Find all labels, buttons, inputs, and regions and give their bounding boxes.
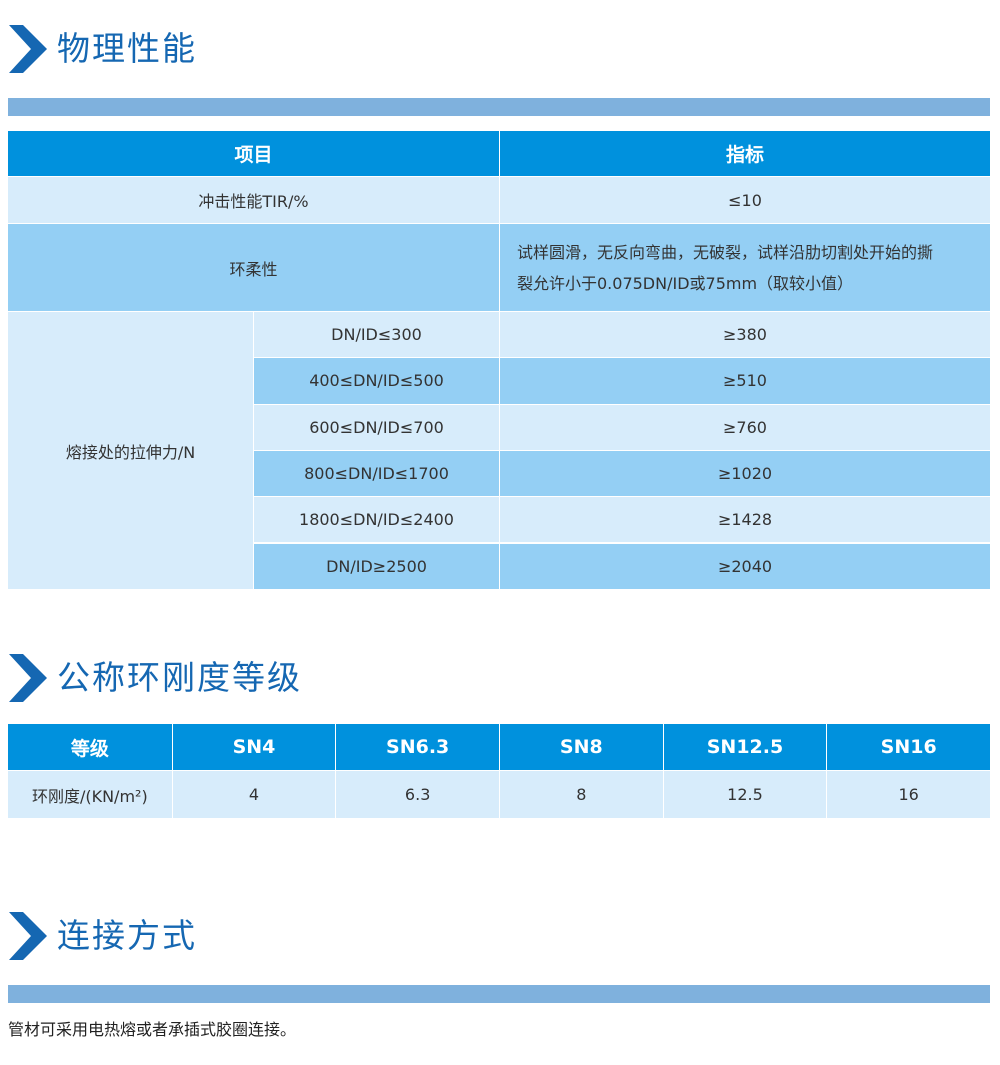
section-title-physical: 物理性能 bbox=[57, 29, 197, 68]
stiffness-cell: 4 bbox=[171, 771, 336, 818]
stiffness-cell: 6.3 bbox=[335, 771, 499, 818]
stiffness-cell: 12.5 bbox=[662, 771, 827, 818]
tension-label: 熔接处的拉伸力/N bbox=[8, 312, 253, 589]
impact-label: 冲击性能TIR/% bbox=[8, 177, 499, 223]
stiffness-header: SN12.5 bbox=[662, 724, 827, 770]
stiffness-header: 等级 bbox=[8, 724, 172, 770]
flex-value-line: 试样圆滑，无反向弯曲，无破裂，试样沿肋切割处开始的撕 bbox=[517, 242, 934, 262]
tension-range: 1800≤DN/ID≤2400 bbox=[253, 497, 499, 543]
stiffness-header: SN8 bbox=[499, 724, 663, 770]
tension-value: ≥760 bbox=[499, 404, 990, 450]
stiffness-cell: 8 bbox=[499, 771, 663, 818]
stiffness-cell: 环刚度/(KN/m²) bbox=[8, 771, 172, 818]
flex-value: 试样圆滑，无反向弯曲，无破裂，试样沿肋切割处开始的撕 裂允许小于0.075DN/… bbox=[499, 224, 990, 311]
header-item: 项目 bbox=[8, 131, 499, 176]
tension-value: ≥1020 bbox=[499, 450, 990, 497]
tension-range: 400≤DN/ID≤500 bbox=[253, 358, 499, 404]
stiffness-header: SN6.3 bbox=[335, 724, 499, 770]
chevron-right-icon bbox=[9, 25, 47, 73]
connection-text: 管材可采用电热熔或者承插式胶圈连接。 bbox=[8, 1020, 297, 1039]
tension-value: ≥1428 bbox=[499, 497, 990, 543]
tension-value: ≥510 bbox=[499, 358, 990, 404]
divider-bar bbox=[8, 98, 990, 116]
divider-bar bbox=[8, 985, 990, 1003]
tension-range: 600≤DN/ID≤700 bbox=[253, 404, 499, 450]
tension-range: 800≤DN/ID≤1700 bbox=[253, 450, 499, 497]
flex-label: 环柔性 bbox=[8, 224, 499, 311]
stiffness-cell: 16 bbox=[826, 771, 990, 818]
tension-range: DN/ID≥2500 bbox=[253, 543, 499, 589]
stiffness-header: SN16 bbox=[826, 724, 990, 770]
stiffness-header: SN4 bbox=[171, 724, 336, 770]
tension-value: ≥2040 bbox=[499, 543, 990, 589]
chevron-right-icon bbox=[9, 654, 47, 702]
tension-value: ≥380 bbox=[499, 312, 990, 358]
header-spec: 指标 bbox=[499, 131, 990, 176]
chevron-right-icon bbox=[9, 912, 47, 960]
flex-value-line: 裂允许小于0.075DN/ID或75mm（取较小值） bbox=[517, 273, 854, 293]
tension-range: DN/ID≤300 bbox=[253, 312, 499, 358]
section-title-connection: 连接方式 bbox=[57, 916, 197, 955]
section-title-stiffness: 公称环刚度等级 bbox=[57, 658, 302, 697]
impact-value: ≤10 bbox=[499, 177, 990, 223]
